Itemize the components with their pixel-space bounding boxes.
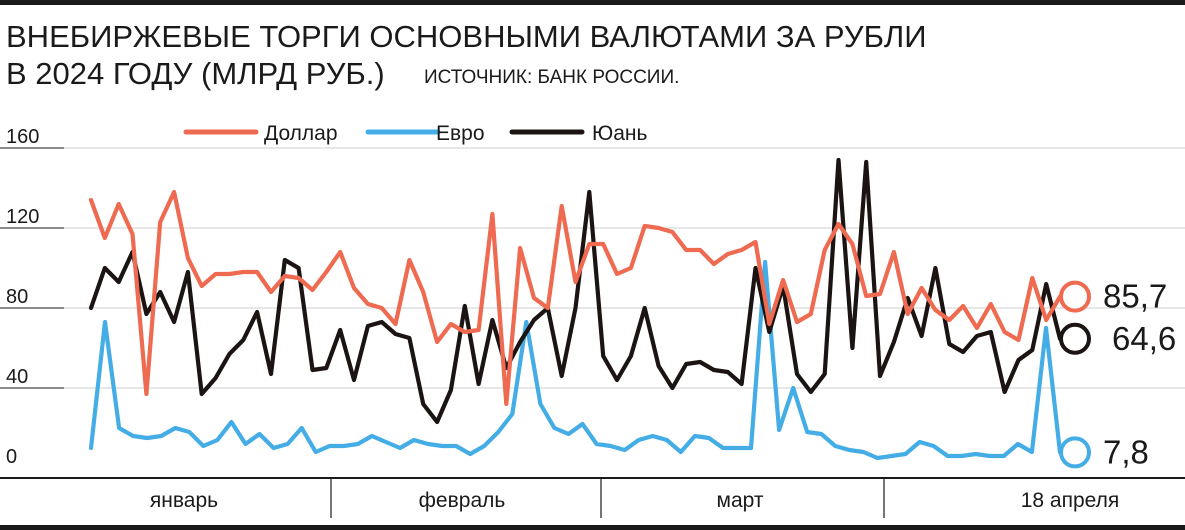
x-axis-months: январь февраль март 18 апреля: [150, 478, 1119, 518]
legend-label: Доллар: [264, 122, 338, 145]
series-line: [88, 189, 1063, 407]
y-tick-label: 0: [6, 446, 17, 468]
y-tick-label: 40: [6, 366, 28, 388]
y-tick-label: 80: [6, 286, 28, 308]
legend: Доллар Евро Юань: [183, 122, 647, 145]
x-tick-label: февраль: [419, 489, 506, 512]
x-tick-label: 18 апреля: [1021, 489, 1120, 512]
chart-title-line-2: В 2024 ГОДУ (МЛРД РУБ.): [6, 56, 385, 91]
bottom-rule: [0, 525, 1185, 530]
series-line: [88, 259, 1063, 461]
y-tick-label: 160: [6, 126, 39, 148]
series-line: [88, 157, 1063, 425]
series-lines: [88, 157, 1063, 461]
legend-label: Юань: [592, 122, 647, 145]
end-value-label: 64,6: [1112, 320, 1176, 357]
end-marker: [1059, 280, 1091, 313]
legend-label: Евро: [436, 122, 485, 145]
x-tick-label: январь: [150, 489, 218, 512]
y-tick-label: 120: [6, 206, 39, 228]
end-marker: [1059, 436, 1091, 469]
top-rule: [0, 0, 1185, 5]
source-note: ИСТОЧНИК: БАНК РОССИИ.: [424, 67, 679, 88]
x-tick-label: март: [717, 489, 764, 512]
grid: [0, 147, 1185, 389]
end-value-label: 7,8: [1103, 433, 1149, 470]
chart-title-line-1: ВНЕБИРЖЕВЫЕ ТОРГИ ОСНОВНЫМИ ВАЛЮТАМИ ЗА …: [6, 19, 927, 54]
end-marker: [1059, 322, 1091, 355]
y-axis-ticks: 0 40 80 120 160: [6, 126, 39, 468]
end-value-label: 85,7: [1103, 278, 1167, 315]
end-markers: 7,8 64,6 85,7: [1059, 278, 1176, 470]
